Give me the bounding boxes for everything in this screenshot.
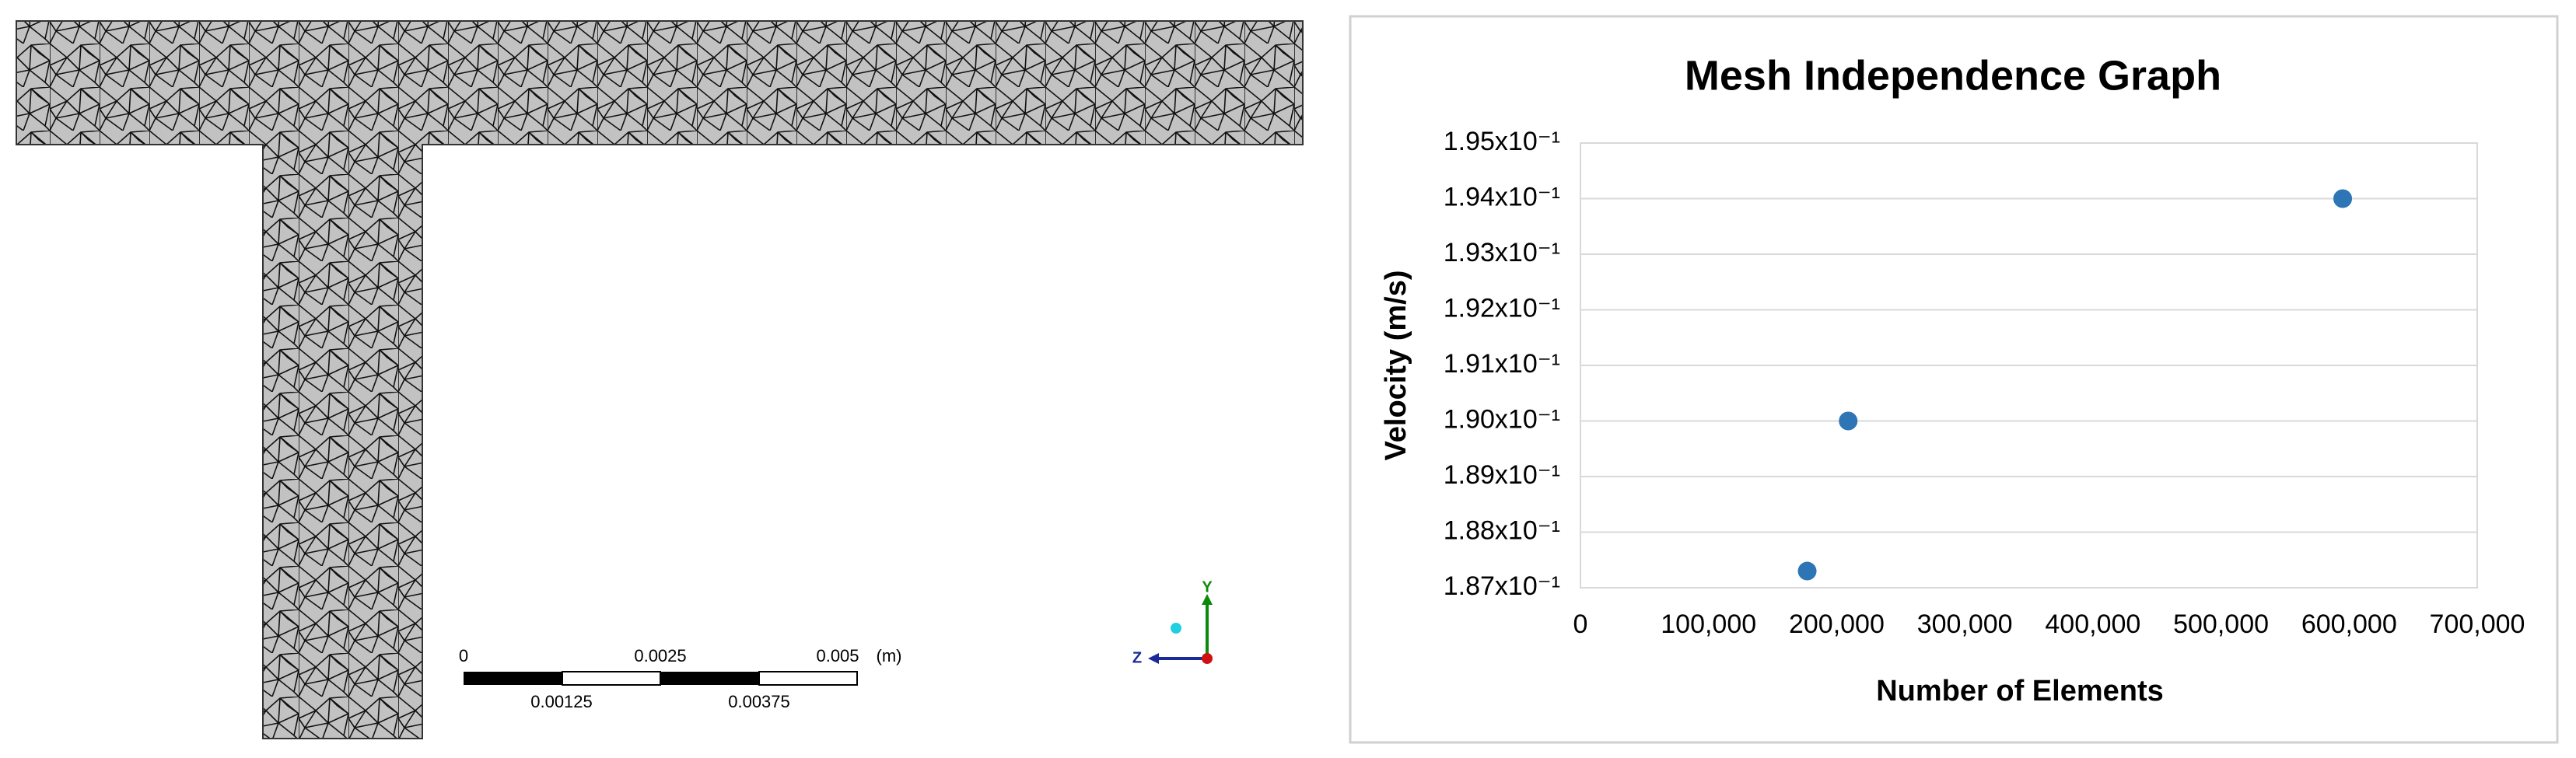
y-tick-label: 1.93x10⁻¹	[1444, 238, 1560, 267]
x-axis-title: Number of Elements	[1876, 675, 2164, 707]
y-tick-label: 1.91x10⁻¹	[1444, 349, 1560, 379]
x-tick-label: 100,000	[1661, 610, 1756, 639]
scale-label: 0.005	[816, 646, 859, 665]
y-tick-label: 1.89x10⁻¹	[1444, 460, 1560, 490]
y-tick-label: 1.90x10⁻¹	[1444, 404, 1560, 434]
scale-label: 0.00125	[530, 692, 593, 711]
x-tick-label: 0	[1573, 610, 1588, 639]
scale-label: 0.0025	[634, 646, 686, 665]
x-tick-label: 400,000	[2045, 610, 2140, 639]
scale-bar: 0 0.0025 0.005 (m) 0.00125 0.00375	[459, 646, 902, 711]
x-tick-label: 300,000	[1917, 610, 2013, 639]
mesh-view: 0 0.0025 0.005 (m) 0.00125 0.00375 Y Z	[16, 20, 1304, 739]
axis-label: Z	[1132, 649, 1142, 666]
y-tick-label: 1.87x10⁻¹	[1444, 571, 1560, 601]
point	[2333, 189, 2353, 208]
point	[1797, 561, 1817, 581]
plot-border	[1580, 142, 2478, 589]
scale-label: 0.00375	[728, 692, 790, 711]
mesh	[16, 20, 1304, 739]
x-tick-label: 700,000	[2430, 610, 2525, 639]
y-tick-label: 1.95x10⁻¹	[1444, 127, 1560, 156]
axis-label: Y	[1202, 578, 1213, 596]
y-tick-label: 1.92x10⁻¹	[1444, 293, 1560, 323]
point	[1839, 411, 1858, 431]
y-tick-label: 1.94x10⁻¹	[1444, 182, 1560, 211]
y-tick-label: 1.88x10⁻¹	[1444, 515, 1560, 545]
axis-triad: Y Z	[1132, 578, 1213, 666]
chart-title: Mesh Independence Graph	[1685, 52, 2221, 99]
x-tick-label: 500,000	[2173, 610, 2269, 639]
x-tick-label: 200,000	[1789, 610, 1885, 639]
scale-label: 0	[459, 646, 468, 665]
x-tick-label: 600,000	[2301, 610, 2397, 639]
chart-frame	[1349, 15, 2559, 744]
scale-unit: (m)	[877, 646, 902, 665]
y-axis-title: Velocity (m/s)	[1380, 271, 1412, 461]
